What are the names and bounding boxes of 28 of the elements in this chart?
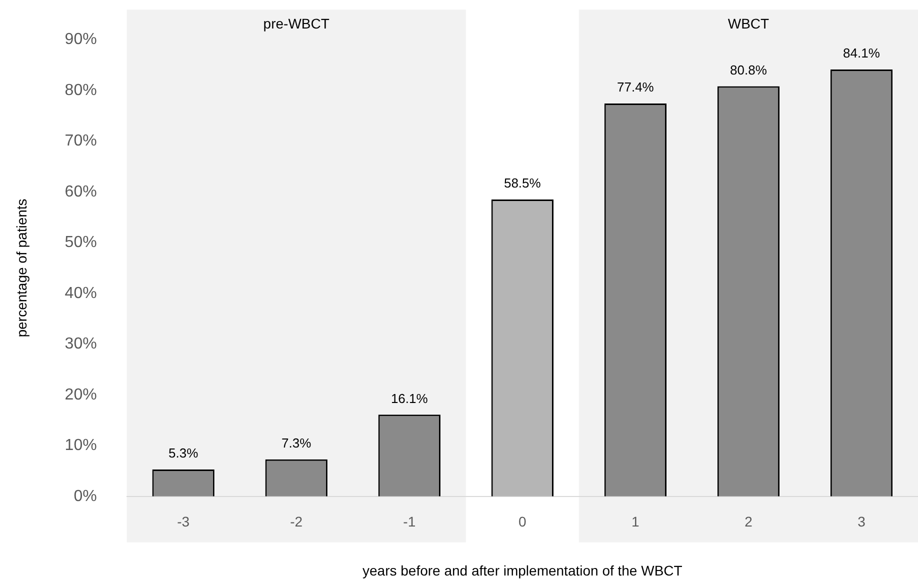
y-tick-label: 60% [64,183,97,200]
band-label: WBCT [728,15,770,32]
data-label: 58.5% [504,176,542,191]
y-axis-title: percentage of patients [13,198,30,338]
y-tick-label: 90% [64,31,97,48]
y-tick-label: 40% [64,284,97,302]
data-label: 16.1% [390,390,428,406]
x-tick-label: 1 [632,514,640,530]
data-label: 84.1% [843,46,880,61]
band-label: pre-WBCT [263,15,330,32]
y-tick-label: 80% [64,82,97,99]
y-tick-label: 0% [74,488,97,505]
x-tick-label: -3 [177,514,190,530]
x-tick-label: 0 [518,514,527,530]
data-label: 80.8% [730,62,768,78]
data-label: 5.3% [168,446,199,461]
x-tick-label: 2 [744,514,753,530]
x-axis-title: years before and after implementation of the WBCT [362,562,683,578]
x-tick-label: -1 [403,514,416,530]
x-tick-label: -2 [290,514,303,530]
data-label: 77.4% [617,80,654,95]
y-tick-label: 10% [64,437,97,454]
y-tick-label: 20% [64,386,97,404]
y-tick-label: 70% [64,132,97,150]
x-tick-label: 3 [858,514,866,530]
data-label: 7.3% [282,435,312,450]
y-tick-label: 30% [64,336,97,353]
y-tick-label: 50% [64,234,97,252]
